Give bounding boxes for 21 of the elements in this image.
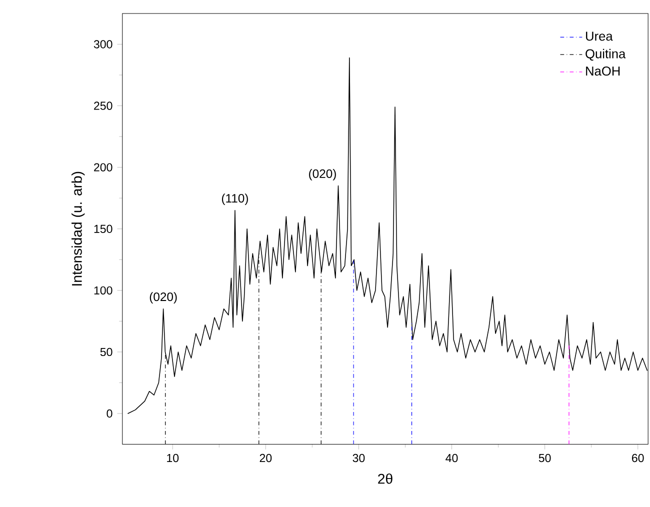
x-tick-label: 50: [538, 454, 551, 462]
legend-label: NaOH: [586, 66, 620, 76]
annotation: (110): [222, 194, 248, 206]
x-tick-label: 10: [167, 454, 179, 462]
y-tick-label: 50: [100, 348, 112, 356]
x-axis-title: 2θ: [378, 474, 392, 484]
y-tick-label: 200: [94, 163, 112, 172]
y-tick-label: 300: [94, 40, 112, 48]
y-tick-label: 250: [94, 102, 112, 110]
y-tick-label: 0: [106, 410, 112, 418]
y-axis-title: Intensidad (u. arb): [72, 172, 85, 286]
y-tick-label: 100: [94, 286, 112, 295]
x-tick-label: 20: [260, 454, 272, 462]
y-tick-label: 150: [94, 224, 112, 234]
annotation: (020): [150, 292, 177, 304]
annotation: (020): [309, 169, 336, 180]
legend-label: Quitina: [586, 49, 626, 61]
x-tick-label: 30: [352, 454, 365, 462]
x-tick-label: 40: [446, 454, 458, 462]
x-tick-label: 60: [632, 454, 644, 462]
legend-label: Urea: [586, 32, 613, 41]
